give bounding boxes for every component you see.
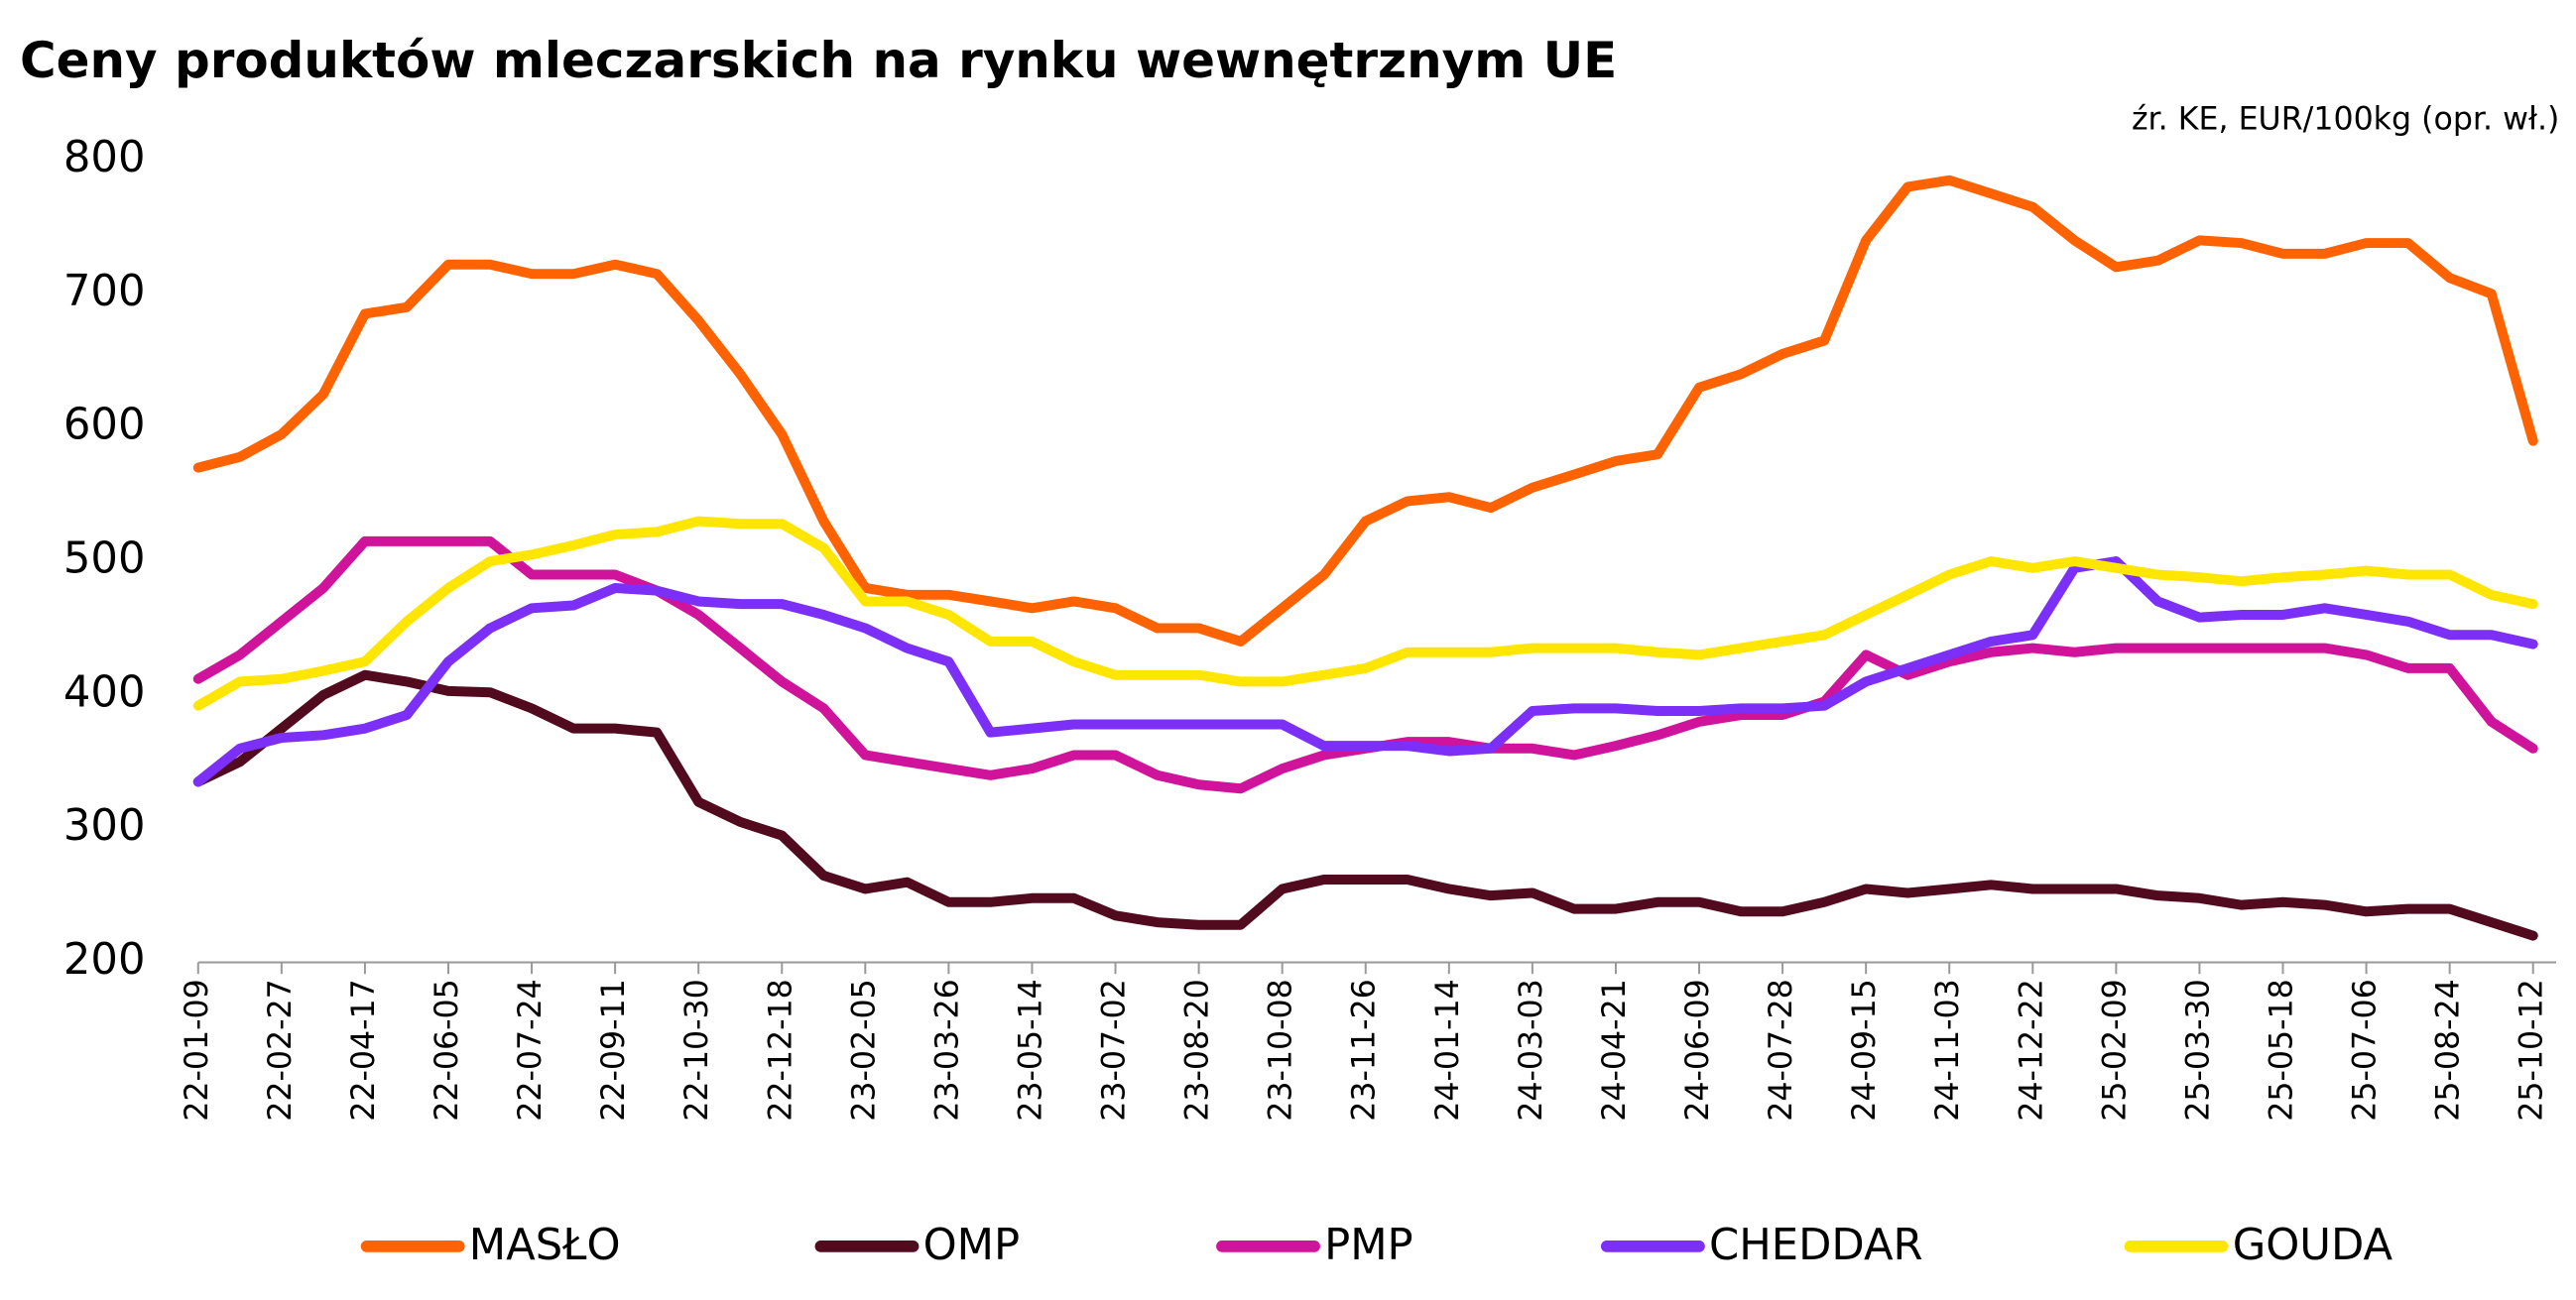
x-tick-label: 25-07-06 [2348, 979, 2384, 1122]
x-tick-label: 22-01-09 [180, 979, 215, 1122]
chart-title: Ceny produktów mleczarskich na rynku wew… [20, 32, 1617, 89]
x-tick-label: 24-06-09 [1680, 979, 1716, 1122]
x-tick-label: 24-09-15 [1847, 979, 1883, 1122]
x-tick-label: 25-03-30 [2180, 979, 2216, 1122]
x-tick-label: 24-12-22 [2014, 979, 2049, 1122]
y-tick-label: 700 [63, 267, 146, 316]
y-tick-label: 800 [63, 133, 146, 182]
x-tick-label: 23-02-05 [846, 979, 882, 1122]
series-line [192, 175, 2538, 647]
plot-lines [192, 175, 2538, 941]
x-tick-label: 22-04-17 [346, 979, 382, 1122]
x-tick-label: 24-11-03 [1930, 979, 1966, 1122]
x-tick-label: 22-12-18 [763, 979, 798, 1122]
x-tick-label: 22-10-30 [679, 979, 715, 1122]
x-tick-label: 24-04-21 [1597, 979, 1633, 1122]
x-tick-label: 25-10-12 [2515, 979, 2550, 1122]
x-tick-label: 25-05-18 [2265, 979, 2300, 1122]
x-tick-label: 23-08-20 [1180, 979, 1216, 1122]
series-line [192, 669, 2538, 941]
x-tick-label: 23-07-02 [1097, 979, 1133, 1122]
legend-label: GOUDA [2233, 1221, 2393, 1270]
x-tick-label: 25-02-09 [2097, 979, 2133, 1122]
y-tick-label: 400 [63, 667, 146, 717]
x-tick-label: 23-11-26 [1347, 979, 1383, 1122]
y-tick-label: 300 [63, 801, 146, 851]
y-tick-label: 600 [63, 401, 146, 450]
x-tick-label: 24-03-03 [1514, 979, 1549, 1122]
x-tick-label: 25-08-24 [2431, 979, 2467, 1122]
x-tick-label: 22-06-05 [429, 979, 465, 1122]
legend-label: PMP [1324, 1221, 1413, 1270]
y-tick-label: 200 [63, 935, 146, 985]
chart-subtitle: źr. KE, EUR/100kg (opr. wł.) [2132, 102, 2559, 138]
series-line [192, 556, 2538, 787]
x-tick-label: 24-01-14 [1430, 979, 1466, 1122]
series-line [192, 516, 2538, 711]
y-tick-label: 500 [63, 534, 146, 584]
legend-label: MASŁO [469, 1221, 621, 1270]
x-tick-label: 22-09-11 [596, 979, 632, 1122]
x-tick-label: 23-05-14 [1013, 979, 1048, 1122]
x-tick-label: 23-03-26 [929, 979, 965, 1122]
x-tick-label: 22-07-24 [513, 979, 549, 1122]
x-tick-label: 23-10-08 [1264, 979, 1299, 1122]
legend: MASŁO OMP PMP CHEDDAR GOUDA [360, 1221, 2393, 1270]
x-tick-label: 24-07-28 [1764, 979, 1799, 1122]
x-tick-label: 22-02-27 [263, 979, 299, 1122]
legend-label: OMP [923, 1221, 1020, 1270]
ticks: 200 300 400 500 600 700 800 22-01-09 22-02-27 22-… [63, 133, 2550, 1122]
legend-label: CHEDDAR [1709, 1221, 1923, 1270]
